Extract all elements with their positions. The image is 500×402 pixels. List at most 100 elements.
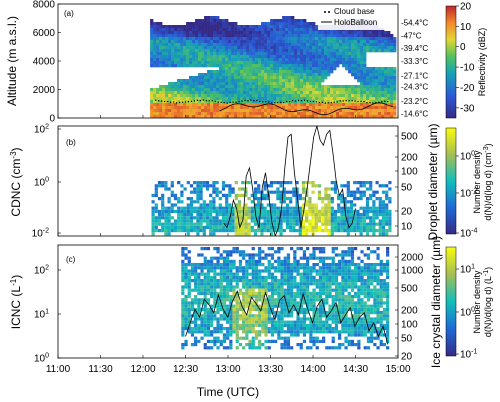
distribution-cell <box>282 181 286 185</box>
reflectivity-cell <box>294 70 298 74</box>
reflectivity-cell <box>315 64 319 68</box>
distribution-cell <box>238 259 243 263</box>
reflectivity-cell <box>324 106 328 110</box>
reflectivity-cell <box>186 85 190 89</box>
distribution-cell <box>286 320 291 324</box>
reflectivity-cell <box>192 25 196 29</box>
distribution-cell <box>388 213 392 217</box>
reflectivity-cell <box>276 82 280 86</box>
distribution-cell <box>216 330 220 334</box>
reflectivity-cell <box>168 28 172 32</box>
distribution-cell <box>229 323 233 327</box>
distribution-cell <box>229 288 233 292</box>
distribution-cell <box>362 229 366 233</box>
distribution-cell <box>164 206 168 210</box>
distribution-cell <box>202 213 206 217</box>
distribution-cell <box>360 327 364 331</box>
reflectivity-cell <box>282 52 286 56</box>
ice-size-distribution <box>181 247 390 350</box>
reflectivity-cell <box>168 64 172 68</box>
distribution-cell <box>322 291 326 295</box>
distribution-cell <box>161 203 165 207</box>
distribution-cell <box>317 216 322 220</box>
distribution-cell <box>334 269 339 273</box>
reflectivity-cell <box>351 115 355 118</box>
distribution-cell <box>222 269 227 273</box>
reflectivity-cell <box>360 115 364 118</box>
reflectivity-cell <box>174 64 178 68</box>
reflectivity-cell <box>207 115 211 118</box>
reflectivity-cell <box>336 115 340 118</box>
reflectivity-cell <box>357 94 361 98</box>
reflectivity-cell <box>189 76 193 80</box>
reflectivity-cell <box>195 85 199 89</box>
reflectivity-cell <box>255 55 259 59</box>
distribution-cell <box>321 200 325 204</box>
reflectivity-cell <box>381 37 385 41</box>
distribution-cell <box>290 346 294 350</box>
distribution-cell <box>325 311 329 315</box>
distribution-cell <box>299 291 303 295</box>
distribution-cell <box>216 266 220 270</box>
distribution-cell <box>373 263 377 267</box>
distribution-cell <box>347 253 351 257</box>
distribution-cell <box>295 197 299 201</box>
distribution-cell <box>173 229 178 233</box>
distribution-cell <box>216 346 220 350</box>
reflectivity-cell <box>360 82 364 86</box>
distribution-cell <box>366 275 371 279</box>
reflectivity-cell <box>153 100 157 104</box>
reflectivity-cell <box>336 34 340 38</box>
distribution-cell <box>274 275 278 279</box>
reflectivity-cell <box>207 85 211 89</box>
cloud-base-point <box>300 99 303 102</box>
reflectivity-cell <box>384 31 388 35</box>
distribution-cell <box>279 200 283 204</box>
distribution-cell <box>286 295 291 299</box>
distribution-cell <box>261 288 265 292</box>
reflectivity-cell <box>354 61 358 65</box>
reflectivity-cell <box>321 73 325 77</box>
reflectivity-cell <box>282 19 286 23</box>
reflectivity-cell <box>192 91 196 95</box>
reflectivity-cell <box>249 70 253 74</box>
distribution-cell <box>234 216 238 220</box>
reflectivity-cell <box>213 112 217 116</box>
reflectivity-cell <box>312 46 316 50</box>
distribution-cell <box>286 327 291 331</box>
distribution-cell <box>343 222 347 226</box>
reflectivity-cell <box>210 64 214 68</box>
reflectivity-cell <box>282 25 286 29</box>
distribution-cell <box>264 301 268 305</box>
distribution-cell <box>293 323 297 327</box>
distribution-cell <box>222 311 227 315</box>
reflectivity-cell <box>264 67 268 71</box>
distribution-cell <box>167 225 171 229</box>
reflectivity-cell <box>234 88 238 92</box>
distribution-cell <box>365 203 370 207</box>
distribution-cell <box>161 200 165 204</box>
distribution-cell <box>369 229 373 233</box>
distribution-cell <box>213 295 217 299</box>
reflectivity-cell <box>198 109 202 113</box>
reflectivity-cell <box>252 79 256 83</box>
reflectivity-cell <box>192 109 196 113</box>
reflectivity-cell <box>312 43 316 47</box>
distribution-cell <box>237 187 242 191</box>
distribution-cell <box>276 181 280 185</box>
distribution-cell <box>261 279 265 283</box>
reflectivity-cell <box>153 55 157 59</box>
reflectivity-cell <box>234 79 238 83</box>
reflectivity-cell <box>189 52 193 56</box>
distribution-cell <box>350 259 355 263</box>
distribution-cell <box>283 339 287 343</box>
distribution-cell <box>343 213 347 217</box>
reflectivity-cell <box>288 25 292 29</box>
distribution-cell <box>250 219 254 223</box>
reflectivity-cell <box>255 115 259 118</box>
reflectivity-cell <box>153 64 157 68</box>
cloud-base-point <box>372 102 374 104</box>
distribution-cell <box>215 181 219 185</box>
distribution-cell <box>203 295 207 299</box>
